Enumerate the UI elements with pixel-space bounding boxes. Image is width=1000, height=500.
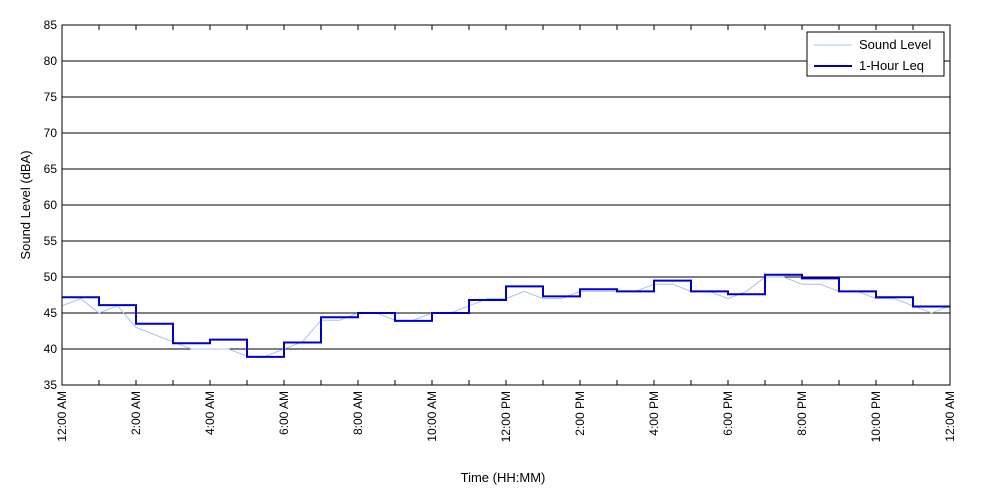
y-tick-label: 80 [44, 54, 58, 68]
y-tick-label: 50 [44, 270, 58, 284]
x-tick-label: 2:00 PM [573, 391, 587, 436]
x-tick-label: 6:00 PM [721, 391, 735, 436]
legend-label-sound-level: Sound Level [859, 37, 931, 52]
y-tick-label: 65 [44, 162, 58, 176]
x-tick-label: 10:00 AM [425, 391, 439, 442]
leq-step-line [62, 273, 950, 358]
y-tick-label: 45 [44, 306, 58, 320]
y-axis-title: Sound Level (dBA) [18, 150, 33, 259]
y-tick-label: 60 [44, 198, 58, 212]
x-tick-label: 4:00 AM [203, 391, 217, 435]
x-axis: 12:00 AM 2:00 AM 4:00 AM 6:00 AM 8:00 AM 10:0… [55, 25, 957, 442]
x-tick-label: 8:00 PM [795, 391, 809, 436]
x-tick-label: 12:00 AM [55, 391, 69, 442]
y-axis: 35 40 45 50 55 60 65 70 75 80 85 [44, 18, 950, 392]
x-tick-label: 6:00 AM [277, 391, 291, 435]
y-tick-label: 70 [44, 126, 58, 140]
x-tick-label: 12:00 AM [943, 391, 957, 442]
legend-box [806, 31, 945, 77]
x-tick-label: 10:00 PM [869, 391, 883, 442]
x-tick-label: 4:00 PM [647, 391, 661, 436]
leq-series [62, 273, 950, 358]
legend: Sound Level 1-Hour Leq [806, 31, 945, 77]
x-tick-label: 12:00 PM [499, 391, 513, 442]
x-tick-label: 2:00 AM [129, 391, 143, 435]
x-tick-label: 8:00 AM [351, 391, 365, 435]
y-tick-label: 85 [44, 18, 58, 32]
y-tick-label: 35 [44, 378, 58, 392]
y-tick-label: 55 [44, 234, 58, 248]
legend-label-leq: 1-Hour Leq [859, 58, 924, 73]
x-axis-title: Time (HH:MM) [461, 470, 546, 485]
y-tick-label: 40 [44, 342, 58, 356]
y-tick-label: 75 [44, 90, 58, 104]
